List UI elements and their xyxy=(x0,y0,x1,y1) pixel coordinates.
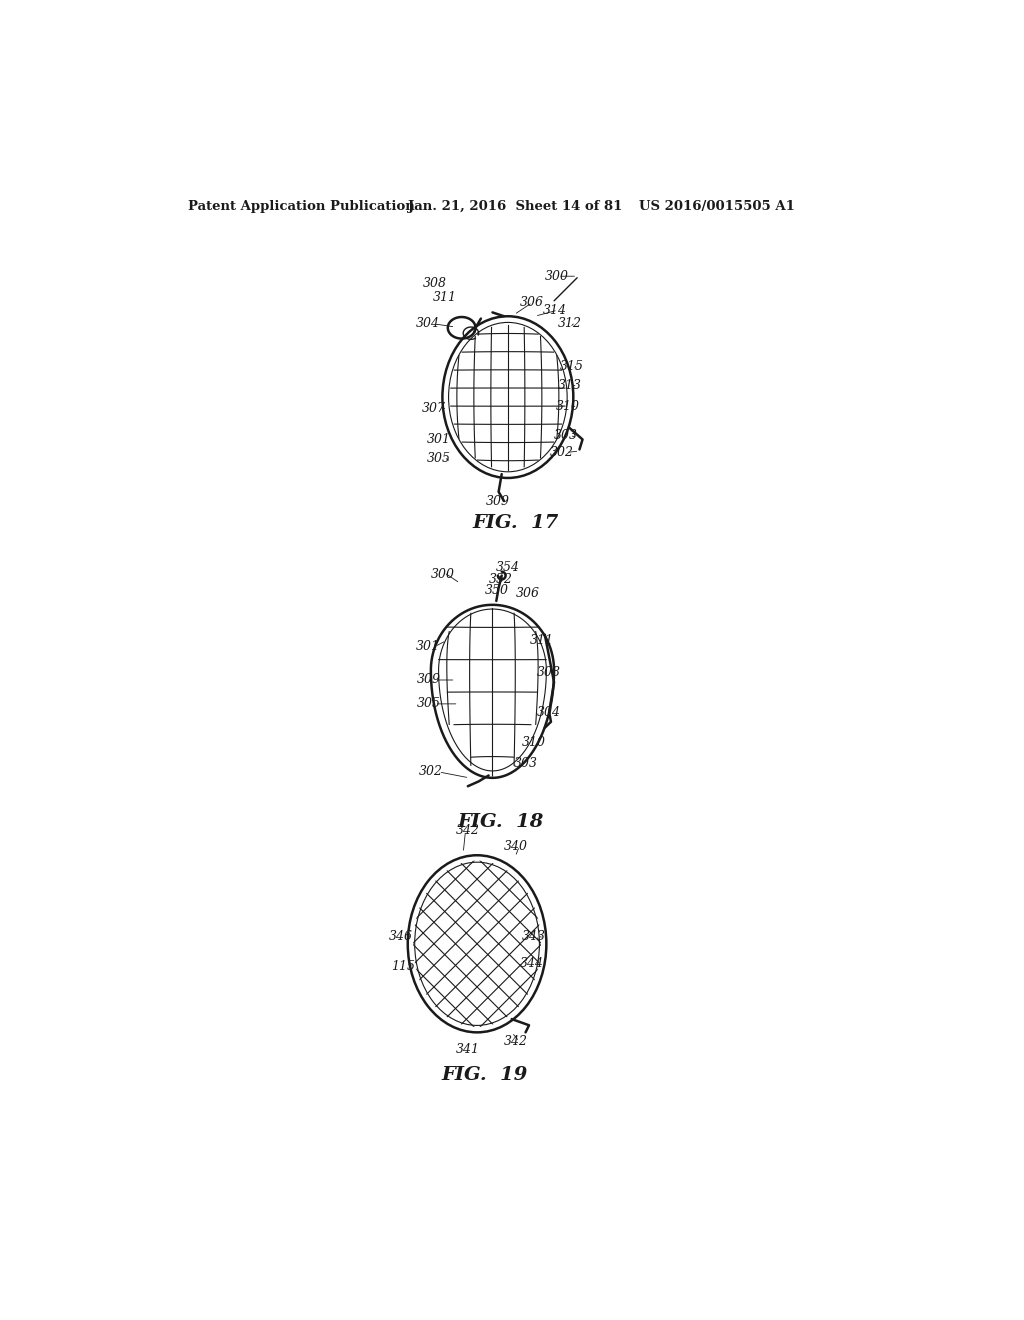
Text: 307: 307 xyxy=(422,403,445,416)
Text: 310: 310 xyxy=(521,735,546,748)
Text: 354: 354 xyxy=(497,561,520,574)
Text: 346: 346 xyxy=(388,929,413,942)
Text: 309: 309 xyxy=(417,673,441,686)
Text: 344: 344 xyxy=(519,957,544,970)
Text: 342: 342 xyxy=(504,1035,528,1048)
Text: 115: 115 xyxy=(391,961,415,973)
Text: 304: 304 xyxy=(538,706,561,718)
Text: US 2016/0015505 A1: US 2016/0015505 A1 xyxy=(639,199,795,213)
Text: 315: 315 xyxy=(559,360,584,372)
Text: 308: 308 xyxy=(538,667,561,680)
Text: 311: 311 xyxy=(433,290,457,304)
Text: 309: 309 xyxy=(486,495,510,508)
Text: 306: 306 xyxy=(515,587,540,599)
Text: 311: 311 xyxy=(529,634,553,647)
Text: 304: 304 xyxy=(416,317,439,330)
Text: Patent Application Publication: Patent Application Publication xyxy=(188,199,415,213)
Text: 301: 301 xyxy=(427,433,451,446)
Text: 302: 302 xyxy=(550,446,574,459)
Text: 305: 305 xyxy=(417,697,441,710)
Text: 340: 340 xyxy=(504,840,528,853)
Text: 305: 305 xyxy=(427,453,451,465)
Text: 303: 303 xyxy=(514,758,538,770)
Text: 303: 303 xyxy=(554,429,579,442)
Text: 300: 300 xyxy=(545,269,568,282)
Text: Jan. 21, 2016  Sheet 14 of 81: Jan. 21, 2016 Sheet 14 of 81 xyxy=(408,199,623,213)
Text: 301: 301 xyxy=(416,640,439,653)
Text: 306: 306 xyxy=(519,296,544,309)
Text: 342: 342 xyxy=(456,824,479,837)
Text: FIG.  17: FIG. 17 xyxy=(472,513,559,532)
Text: 313: 313 xyxy=(558,379,582,392)
Text: 308: 308 xyxy=(423,277,447,290)
Text: 312: 312 xyxy=(558,317,582,330)
Text: 341: 341 xyxy=(456,1043,479,1056)
Text: FIG.  19: FIG. 19 xyxy=(441,1065,528,1084)
Text: FIG.  18: FIG. 18 xyxy=(457,813,544,832)
Text: 300: 300 xyxy=(431,568,455,581)
Text: 343: 343 xyxy=(521,929,546,942)
Text: 350: 350 xyxy=(484,585,509,598)
Text: 302: 302 xyxy=(419,766,443,779)
Text: 314: 314 xyxy=(543,304,566,317)
Text: 310: 310 xyxy=(556,400,580,413)
Text: 352: 352 xyxy=(488,573,513,586)
